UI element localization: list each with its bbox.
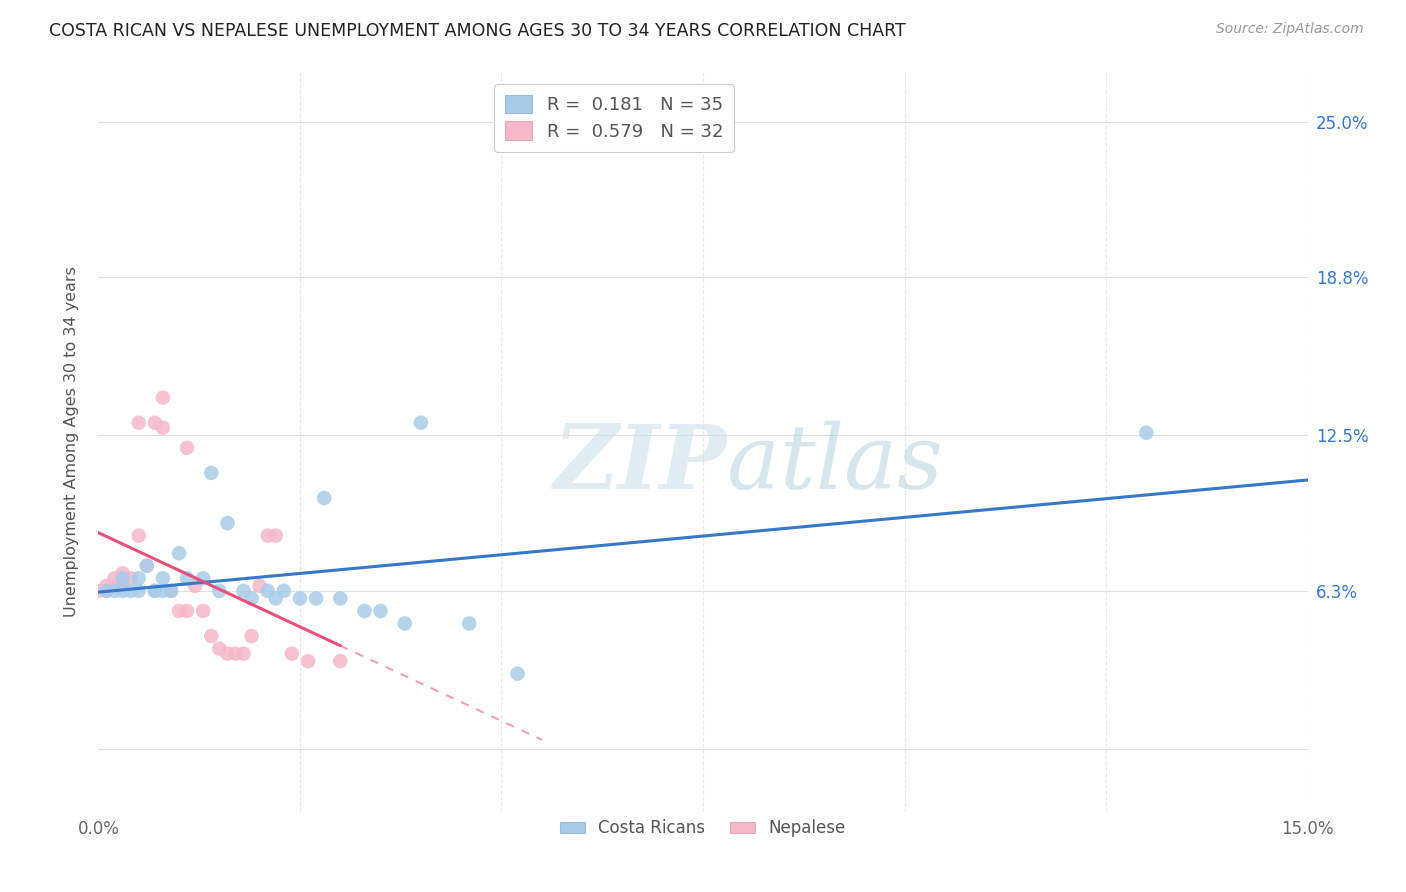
Point — [96, 583, 118, 598]
Point — [184, 579, 207, 593]
Text: COSTA RICAN VS NEPALESE UNEMPLOYMENT AMONG AGES 30 TO 34 YEARS CORRELATION CHART: COSTA RICAN VS NEPALESE UNEMPLOYMENT AMO… — [49, 22, 905, 40]
Point — [176, 604, 198, 618]
Point — [394, 616, 416, 631]
Point — [128, 583, 150, 598]
Point — [1135, 425, 1157, 440]
Point — [176, 441, 198, 455]
Point — [176, 571, 198, 585]
Point — [96, 583, 118, 598]
Point — [143, 416, 166, 430]
Point — [111, 566, 134, 581]
Point — [329, 591, 352, 606]
Point — [96, 579, 118, 593]
Point — [143, 583, 166, 598]
Point — [128, 529, 150, 543]
Point — [167, 546, 190, 560]
Point — [208, 583, 231, 598]
Point — [152, 571, 174, 585]
Point — [103, 571, 125, 585]
Legend: Costa Ricans, Nepalese: Costa Ricans, Nepalese — [554, 813, 852, 844]
Point — [152, 583, 174, 598]
Point — [160, 583, 183, 598]
Point — [152, 421, 174, 435]
Text: ZIP: ZIP — [554, 420, 727, 507]
Point — [297, 654, 319, 668]
Point — [135, 558, 157, 573]
Point — [128, 416, 150, 430]
Point — [458, 616, 481, 631]
Point — [506, 666, 529, 681]
Point — [232, 647, 254, 661]
Point — [103, 579, 125, 593]
Point — [314, 491, 336, 505]
Point — [111, 583, 134, 598]
Point — [256, 583, 278, 598]
Point — [273, 583, 295, 598]
Point — [128, 571, 150, 585]
Point — [167, 604, 190, 618]
Point — [264, 591, 287, 606]
Point — [111, 571, 134, 585]
Point — [193, 604, 215, 618]
Point — [143, 583, 166, 598]
Point — [103, 583, 125, 598]
Point — [217, 647, 239, 661]
Point — [281, 647, 304, 661]
Y-axis label: Unemployment Among Ages 30 to 34 years: Unemployment Among Ages 30 to 34 years — [65, 266, 79, 617]
Point — [135, 558, 157, 573]
Point — [200, 466, 222, 480]
Point — [152, 391, 174, 405]
Point — [208, 641, 231, 656]
Point — [232, 583, 254, 598]
Point — [87, 583, 110, 598]
Point — [409, 416, 432, 430]
Point — [200, 629, 222, 643]
Point — [240, 591, 263, 606]
Point — [329, 654, 352, 668]
Text: atlas: atlas — [727, 420, 943, 508]
Point — [264, 529, 287, 543]
Point — [370, 604, 392, 618]
Point — [217, 516, 239, 530]
Point — [193, 571, 215, 585]
Text: Source: ZipAtlas.com: Source: ZipAtlas.com — [1216, 22, 1364, 37]
Point — [288, 591, 311, 606]
Point — [111, 579, 134, 593]
Point — [256, 529, 278, 543]
Point — [305, 591, 328, 606]
Point — [353, 604, 375, 618]
Point — [120, 583, 142, 598]
Point — [240, 629, 263, 643]
Point — [120, 571, 142, 585]
Point — [224, 647, 246, 661]
Point — [160, 583, 183, 598]
Point — [249, 579, 271, 593]
